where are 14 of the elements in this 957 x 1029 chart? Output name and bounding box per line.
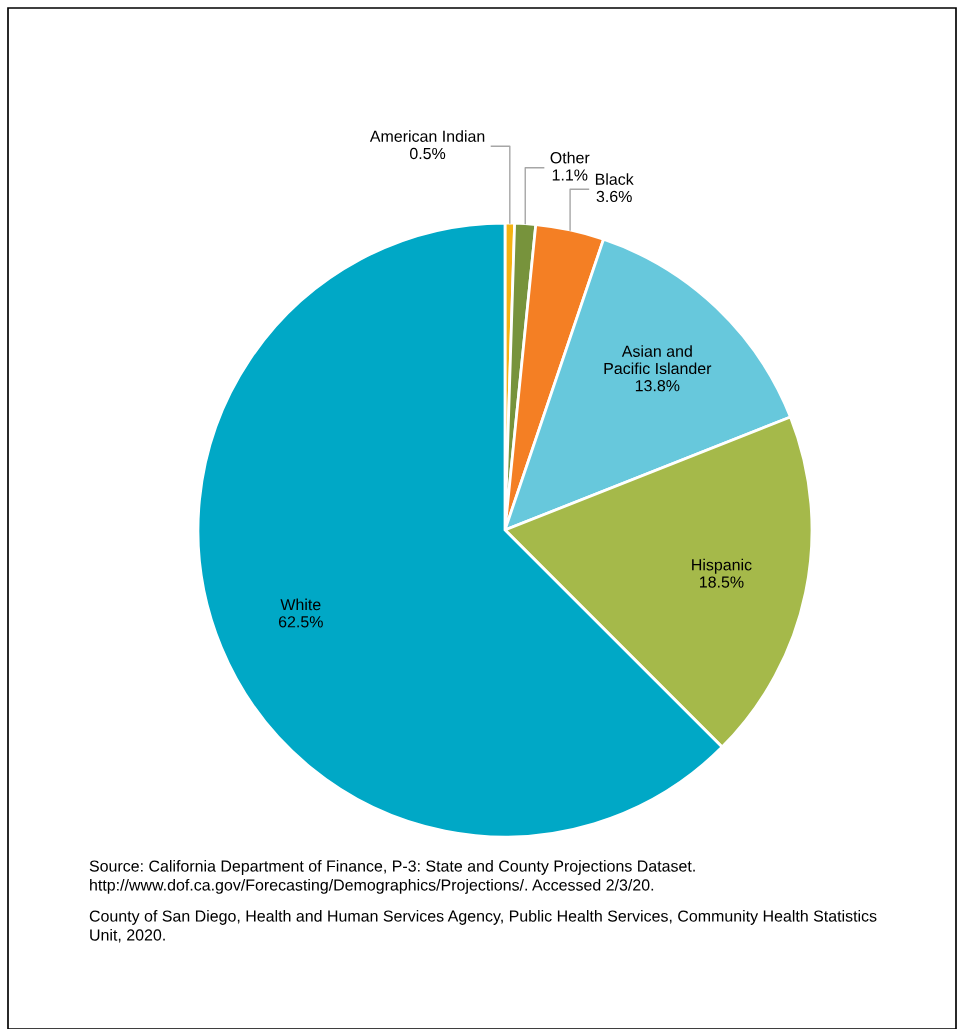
data-label: 1.1% (552, 169, 588, 181)
data-label: 3.6% (596, 190, 632, 203)
slice-label: American Indian (369, 130, 485, 142)
data-label: 18.5% (700, 576, 744, 588)
data-label: 13.8% (635, 380, 680, 392)
slice-label: Black (595, 173, 634, 185)
data-label: 62.5% (278, 616, 323, 628)
source-note: Source: California Department of Finance, P-3: State and County Projections Dataset. http://www.dof.ca.gov/Forecasting/Demographics/Projections/. Accessed 2/3/20. (89, 860, 695, 894)
slice-label: White (280, 598, 321, 611)
slice-label: Asian and Pacific Islander (604, 345, 712, 375)
data-label: 0.5% (409, 147, 446, 160)
slice-label: Hispanic (692, 558, 752, 574)
slice-label: Other (550, 151, 590, 164)
text: County of San Diego, Health and Human Services Agency, Public Health Services, Community Health Statistics Unit, 2020. (89, 910, 877, 943)
